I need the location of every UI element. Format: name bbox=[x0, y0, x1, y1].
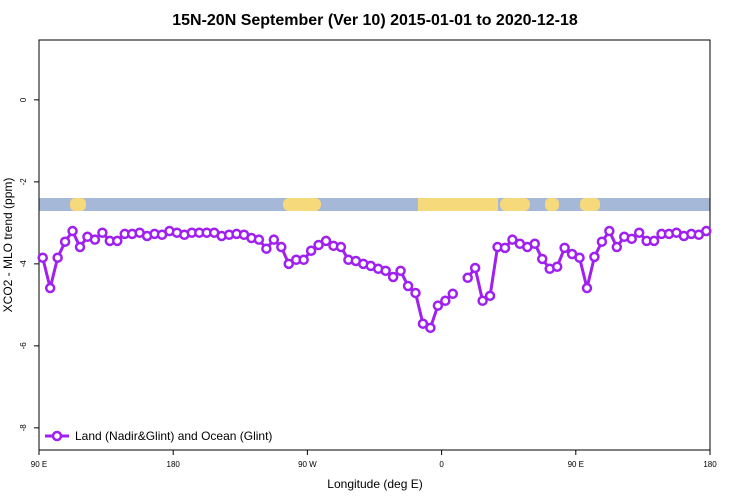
data-point bbox=[529, 238, 541, 250]
y-axis-label: XCO2 - MLO trend (ppm) bbox=[1, 178, 15, 313]
data-point bbox=[559, 242, 570, 254]
data-point bbox=[417, 318, 429, 329]
data-point bbox=[305, 245, 317, 256]
data-point bbox=[648, 235, 660, 247]
data-point bbox=[537, 253, 548, 265]
data-point bbox=[112, 235, 123, 247]
y-tick-label: -8 bbox=[19, 424, 28, 432]
data-point bbox=[52, 252, 63, 263]
land-patch bbox=[70, 198, 86, 211]
data-point bbox=[574, 252, 585, 263]
legend-label: Land (Nadir&Glint) and Ocean (Glint) bbox=[75, 429, 272, 443]
plot-frame bbox=[38, 39, 711, 451]
data-point bbox=[380, 265, 391, 277]
data-point bbox=[97, 227, 108, 238]
y-tick-label: 0 bbox=[19, 97, 28, 102]
data-point bbox=[484, 290, 496, 302]
data-point bbox=[402, 280, 414, 292]
data-point bbox=[89, 234, 101, 245]
x-tick-label: 90 W bbox=[298, 460, 317, 469]
x-tick-label: 180 bbox=[167, 460, 181, 469]
y-tick-label: -2 bbox=[19, 178, 28, 186]
data-point bbox=[626, 233, 637, 245]
y-tick-label: -6 bbox=[19, 342, 28, 350]
data-point bbox=[499, 242, 511, 254]
series-line bbox=[41, 228, 707, 330]
data-point bbox=[507, 234, 518, 245]
x-tick-label: 0 bbox=[439, 460, 444, 469]
data-point bbox=[425, 322, 436, 334]
land-patch bbox=[545, 198, 559, 211]
x-tick-label: 90 E bbox=[31, 460, 47, 469]
ocean-strip bbox=[39, 198, 710, 211]
data-point bbox=[395, 265, 406, 277]
data-point bbox=[604, 225, 615, 237]
legend-marker bbox=[51, 430, 63, 442]
data-point bbox=[335, 241, 347, 253]
data-point bbox=[276, 241, 287, 253]
data-point bbox=[469, 262, 481, 274]
data-point bbox=[37, 252, 48, 263]
land-patch bbox=[283, 198, 321, 211]
chart-title: 15N-20N September (Ver 10) 2015-01-01 to… bbox=[172, 12, 578, 29]
data-point bbox=[551, 261, 563, 272]
data-point bbox=[74, 241, 86, 253]
data-point bbox=[387, 271, 399, 283]
data-point bbox=[611, 241, 623, 253]
data-point bbox=[268, 234, 280, 245]
data-point bbox=[701, 225, 712, 237]
data-point bbox=[410, 287, 421, 299]
data-point bbox=[298, 254, 309, 266]
data-point bbox=[440, 295, 451, 307]
data-point bbox=[432, 300, 444, 311]
data-point bbox=[59, 236, 71, 247]
land-patch bbox=[580, 198, 600, 211]
data-point bbox=[477, 295, 488, 307]
data-point bbox=[633, 227, 645, 238]
data-point bbox=[283, 258, 295, 270]
x-tick-label: 90 E bbox=[568, 460, 584, 469]
data-point bbox=[581, 282, 593, 294]
map-strip bbox=[39, 198, 710, 211]
land-patch bbox=[418, 198, 498, 211]
y-tick-label: -4 bbox=[19, 260, 28, 268]
data-point bbox=[67, 225, 78, 237]
x-axis-label: Longitude (deg E) bbox=[327, 477, 422, 491]
x-tick-label: 180 bbox=[703, 460, 717, 469]
data-point bbox=[44, 282, 56, 294]
data-point bbox=[596, 236, 608, 247]
data-point bbox=[447, 288, 459, 300]
data-point bbox=[261, 243, 272, 254]
data-point bbox=[253, 234, 265, 245]
land-patch bbox=[500, 198, 530, 211]
data-point bbox=[313, 239, 324, 251]
data-point bbox=[320, 235, 332, 247]
data-point bbox=[589, 251, 600, 263]
data-point bbox=[462, 272, 473, 284]
